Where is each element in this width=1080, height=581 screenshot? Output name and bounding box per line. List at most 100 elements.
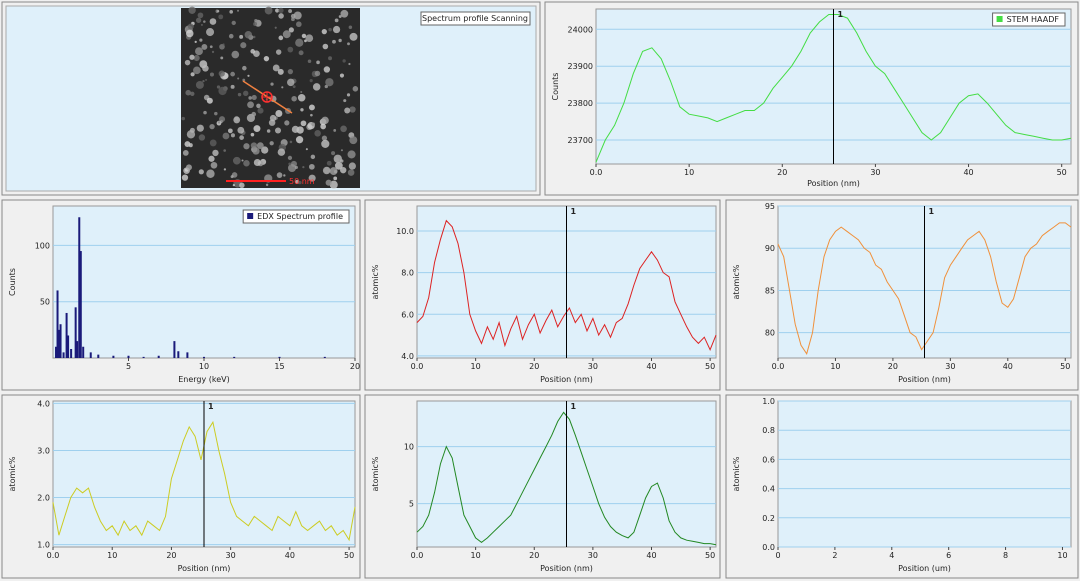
particle <box>298 50 304 56</box>
y-tick-label: 10.0 <box>396 227 414 236</box>
particle <box>302 166 305 169</box>
particle <box>349 136 358 145</box>
particle <box>209 139 217 147</box>
particle <box>325 179 332 186</box>
particle <box>312 83 321 91</box>
spectrum-peak <box>70 348 73 358</box>
particle <box>239 135 244 140</box>
particle <box>295 38 304 47</box>
chart: 5 10 0.0 10 20 30 40 50 Position (nm) atomic% 1 <box>364 394 721 579</box>
particle <box>250 49 255 54</box>
spectrum-peak <box>67 335 70 358</box>
particle <box>287 46 294 53</box>
x-tick-label: 0 <box>775 551 780 560</box>
spectrum-peak <box>74 307 77 358</box>
particle <box>295 136 304 144</box>
x-tick-label: 0.0 <box>772 362 785 371</box>
particle <box>218 86 227 96</box>
particle <box>266 129 271 133</box>
particle <box>251 111 257 117</box>
particle <box>300 90 303 93</box>
x-tick-label: 40 <box>963 168 973 177</box>
particle <box>197 12 204 19</box>
x-tick-label: 30 <box>588 362 598 371</box>
particle <box>275 49 282 55</box>
particle <box>229 10 233 14</box>
particle <box>261 146 269 154</box>
particle <box>248 96 252 100</box>
y-tick-label: 90 <box>765 244 775 253</box>
particle <box>253 158 261 166</box>
particle <box>222 43 225 46</box>
x-tick-label: 20 <box>777 168 787 177</box>
particle <box>195 17 202 23</box>
particle <box>230 133 235 138</box>
particle <box>321 28 327 35</box>
x-tick-label: 4 <box>889 551 894 560</box>
spectrum-peak <box>97 354 100 358</box>
x-tick-label: 40 <box>285 551 295 560</box>
particle <box>274 26 277 29</box>
particle <box>210 161 218 169</box>
particle <box>349 32 358 41</box>
particle <box>326 160 332 166</box>
particle <box>230 175 234 179</box>
particle <box>316 60 320 65</box>
y-tick-label: 95 <box>765 202 775 211</box>
particle <box>284 120 290 126</box>
y-tick-label: 0.4 <box>762 485 775 494</box>
spectrum-peak <box>89 352 92 358</box>
x-tick-label: 10 <box>830 362 840 371</box>
particle <box>233 116 241 124</box>
particle <box>209 18 217 25</box>
y-tick-label: 0.8 <box>762 426 775 435</box>
x-tick-label: 0.0 <box>411 551 424 560</box>
spectrum-peak <box>177 351 180 358</box>
particle <box>252 35 256 39</box>
particle <box>263 55 270 62</box>
particle <box>228 33 234 39</box>
particle <box>240 42 247 49</box>
particle <box>295 179 300 184</box>
particle <box>300 120 307 127</box>
x-tick-label: 50 <box>1057 168 1067 177</box>
particle <box>323 66 331 73</box>
y-tick-label: 2.0 <box>37 494 50 503</box>
particle <box>269 141 274 146</box>
x-axis-label: Position (nm) <box>807 179 860 188</box>
particle <box>208 155 215 162</box>
plot-area <box>777 400 1072 548</box>
particle <box>241 159 244 162</box>
chart: 0.0 0.2 0.4 0.6 0.8 1.0 0 2 4 6 8 10 Position (um) at… <box>725 394 1079 579</box>
particle <box>270 82 274 86</box>
x-tick-label: 0.0 <box>47 551 60 560</box>
legend: STEM HAADF <box>992 12 1066 27</box>
cursor-label: 1 <box>571 207 577 216</box>
particle <box>346 93 351 97</box>
particle <box>218 70 225 77</box>
y-axis-label: atomic% <box>371 456 380 491</box>
particle <box>247 101 254 109</box>
particle <box>301 33 307 39</box>
legend-swatch <box>996 16 1003 22</box>
particle <box>314 130 321 137</box>
particle <box>308 104 315 111</box>
particle <box>290 13 296 19</box>
particle <box>220 56 224 60</box>
x-tick-label: 20 <box>529 362 539 371</box>
x-tick-label: 6 <box>946 551 951 560</box>
y-tick-label: 50 <box>40 298 50 307</box>
x-axis-label: Position (um) <box>898 564 951 573</box>
x-tick-label: 8 <box>1003 551 1008 560</box>
particle <box>211 50 215 54</box>
particle <box>218 14 224 20</box>
particle <box>307 59 312 63</box>
particle <box>333 176 338 181</box>
particle <box>244 31 253 39</box>
particle <box>287 68 294 75</box>
y-tick-label: 0.0 <box>762 543 775 552</box>
particle <box>275 8 280 13</box>
particle <box>250 132 255 137</box>
particle <box>328 27 332 32</box>
